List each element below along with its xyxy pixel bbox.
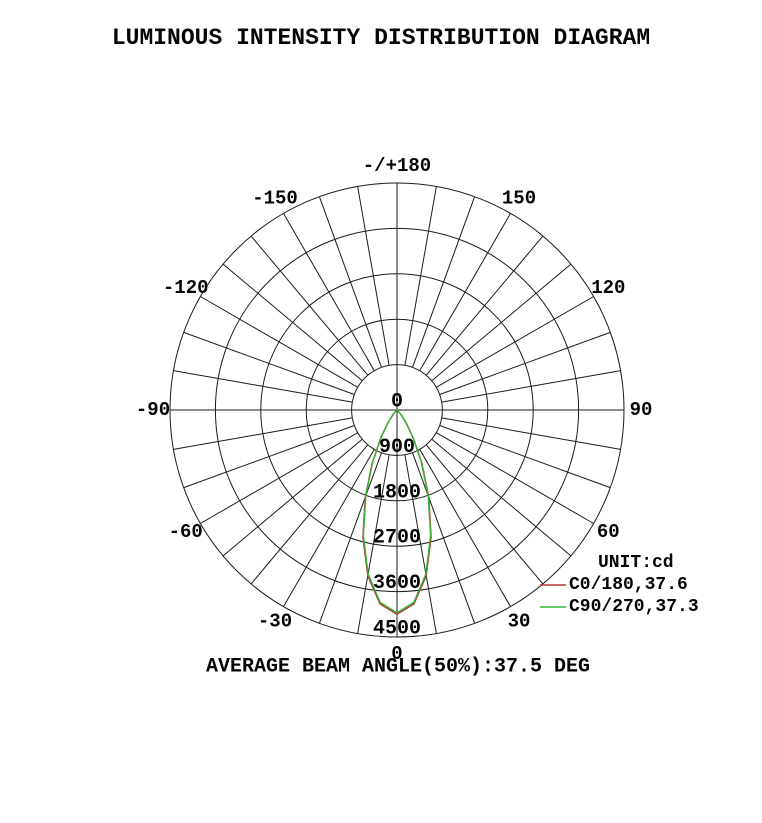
- grid-spoke: [436, 432, 594, 524]
- grid-spoke: [404, 186, 437, 366]
- grid-spoke: [425, 235, 544, 376]
- legend-entry-c0: C0/180,37.6: [569, 575, 688, 595]
- angle-label: 150: [502, 188, 536, 210]
- grid-spoke: [441, 370, 621, 403]
- angle-label: -90: [136, 399, 170, 421]
- angle-label: -30: [258, 610, 292, 632]
- radial-scale-label: 4500: [373, 618, 421, 641]
- diagram-title: LUMINOUS INTENSITY DISTRIBUTION DIAGRAM: [112, 25, 650, 51]
- grid-spoke: [200, 432, 358, 524]
- grid-spoke: [200, 296, 358, 388]
- grid-spoke: [173, 370, 353, 403]
- angle-label: 0: [391, 643, 402, 665]
- angle-label: -150: [252, 188, 298, 210]
- radial-scale-label: 3600: [373, 572, 421, 595]
- beam-angle-caption: AVERAGE BEAM ANGLE(50%):37.5 DEG: [206, 656, 590, 679]
- radial-scale-label: 1800: [373, 481, 421, 504]
- grid-spoke: [250, 235, 369, 376]
- grid-spoke: [357, 186, 390, 366]
- angle-labels: 0 30 60 90 120 150 -/+180 -150 -120 -90 -60 -30: [136, 155, 653, 665]
- grid-spoke: [283, 213, 375, 371]
- legend: UNIT:cd C0/180,37.6 C90/270,37.3: [540, 553, 699, 617]
- angle-label: 30: [508, 610, 531, 632]
- grid-spoke: [173, 417, 353, 450]
- grid-spoke: [431, 263, 572, 382]
- grid-spoke: [318, 196, 382, 368]
- grid-spoke: [183, 331, 355, 395]
- grid-spoke: [222, 438, 363, 557]
- radial-scale-label: 2700: [373, 527, 421, 550]
- grid-spoke: [439, 425, 611, 489]
- grid-spoke: [436, 296, 594, 388]
- grid-spoke: [412, 452, 476, 624]
- angle-label: 120: [591, 277, 625, 299]
- angle-label: -120: [163, 277, 209, 299]
- legend-unit-label: UNIT:cd: [598, 553, 674, 573]
- angle-label: -/+180: [363, 155, 431, 177]
- legend-entry-c90: C90/270,37.3: [569, 597, 699, 617]
- grid-spoke: [419, 449, 511, 607]
- radial-scale-labels: 0 900 1800 2700 3600 4500: [373, 391, 421, 641]
- grid-spoke: [318, 452, 382, 624]
- angle-label: -60: [169, 521, 203, 543]
- grid-spoke: [431, 438, 572, 557]
- angle-label: 90: [630, 399, 653, 421]
- grid-spoke: [404, 454, 437, 634]
- radial-scale-label: 900: [379, 436, 415, 459]
- grid-spoke: [439, 331, 611, 395]
- radial-scale-label: 0: [391, 391, 403, 414]
- grid-spoke: [250, 444, 369, 585]
- grid-spoke: [425, 444, 544, 585]
- intensity-curve-c90-270: [362, 409, 432, 614]
- grid-spoke: [222, 263, 363, 382]
- grid-spoke: [412, 196, 476, 368]
- grid-spoke: [183, 425, 355, 489]
- intensity-curves: [362, 409, 432, 615]
- grid-spoke: [283, 449, 375, 607]
- grid-spoke: [357, 454, 390, 634]
- grid-spoke: [419, 213, 511, 371]
- polar-grid: [169, 182, 625, 638]
- angle-label: 60: [597, 521, 620, 543]
- grid-spoke: [441, 417, 621, 450]
